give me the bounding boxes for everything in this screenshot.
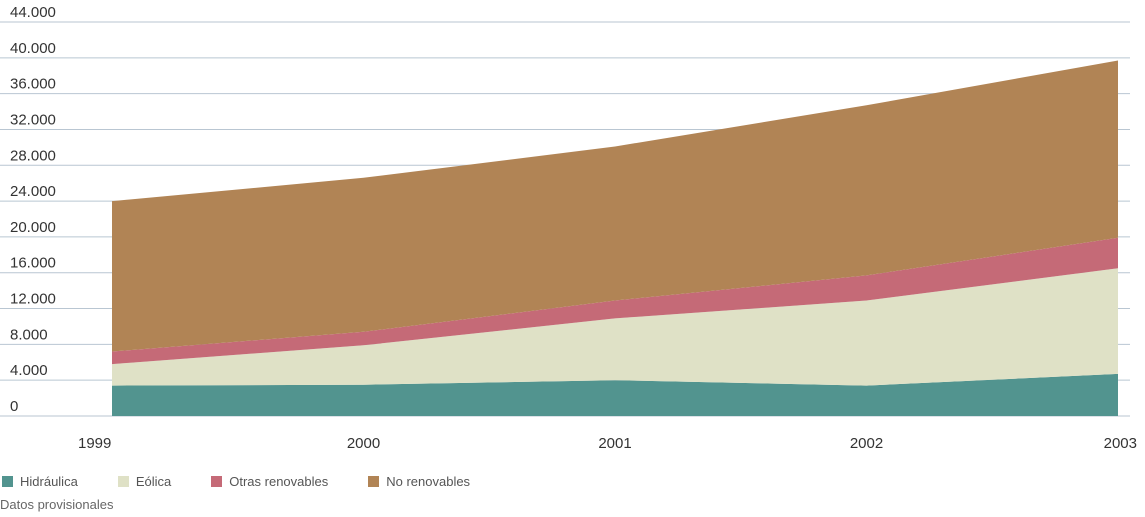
x-tick-label: 2001 — [598, 435, 631, 452]
x-tick-label: 2000 — [347, 435, 380, 452]
y-tick-label: 8.000 — [10, 326, 48, 343]
series-areas — [112, 60, 1118, 416]
data-note: Datos provisionales — [0, 497, 114, 512]
y-tick-label: 28.000 — [10, 147, 56, 164]
x-tick-label: 1999 — [78, 435, 111, 452]
area-otras-renovables — [112, 237, 1118, 365]
legend-item-eolica: Eólica — [116, 474, 171, 489]
legend-item-otras-renovables: Otras renovables — [209, 474, 328, 489]
legend-swatch-eolica — [117, 476, 129, 487]
y-tick-label: 40.000 — [10, 40, 56, 57]
y-axis-ticks: 0 4.000 8.000 12.000 16.000 20.000 24.000 28.00… — [10, 4, 56, 415]
legend-label-otras-renovables: Otras renovables — [229, 474, 329, 489]
legend-label-eolica: Eólica — [135, 474, 172, 489]
x-tick-label: 2003 — [1104, 435, 1137, 452]
legend-swatch-no-renovables — [368, 476, 380, 487]
y-tick-label: 16.000 — [10, 255, 56, 272]
area-eolica — [112, 268, 1118, 386]
legend-item-hidraulica: Hidráulica — [0, 474, 78, 489]
area-no-renovables — [112, 60, 1118, 352]
y-tick-label: 32.000 — [10, 111, 56, 128]
legend-swatch-hidraulica — [2, 476, 13, 487]
legend-label-no-renovables: No renovables — [386, 474, 471, 489]
y-tick-label: 0 — [10, 398, 18, 415]
x-tick-label: 2002 — [850, 435, 883, 452]
legend-swatch-otras-renovables — [211, 476, 223, 487]
y-tick-label: 20.000 — [10, 219, 56, 236]
y-tick-label: 24.000 — [10, 183, 56, 200]
y-tick-label: 4.000 — [10, 362, 48, 379]
stacked-area-chart: 0 4.000 8.000 12.000 16.000 20.000 24.000 28.00… — [0, 4, 1137, 452]
legend-label-hidraulica: Hidráulica — [20, 474, 78, 489]
x-axis-ticks: 1999 2000 2001 2002 2003 — [78, 435, 1137, 452]
legend-item-no-renovables: No renovables — [366, 474, 470, 489]
y-tick-label: 36.000 — [10, 76, 56, 93]
area-hidraulica — [112, 373, 1118, 416]
y-tick-label: 44.000 — [10, 4, 56, 21]
legend: Hidráulica Eólica Otras renovables No re… — [0, 474, 508, 489]
y-tick-label: 12.000 — [10, 291, 56, 308]
